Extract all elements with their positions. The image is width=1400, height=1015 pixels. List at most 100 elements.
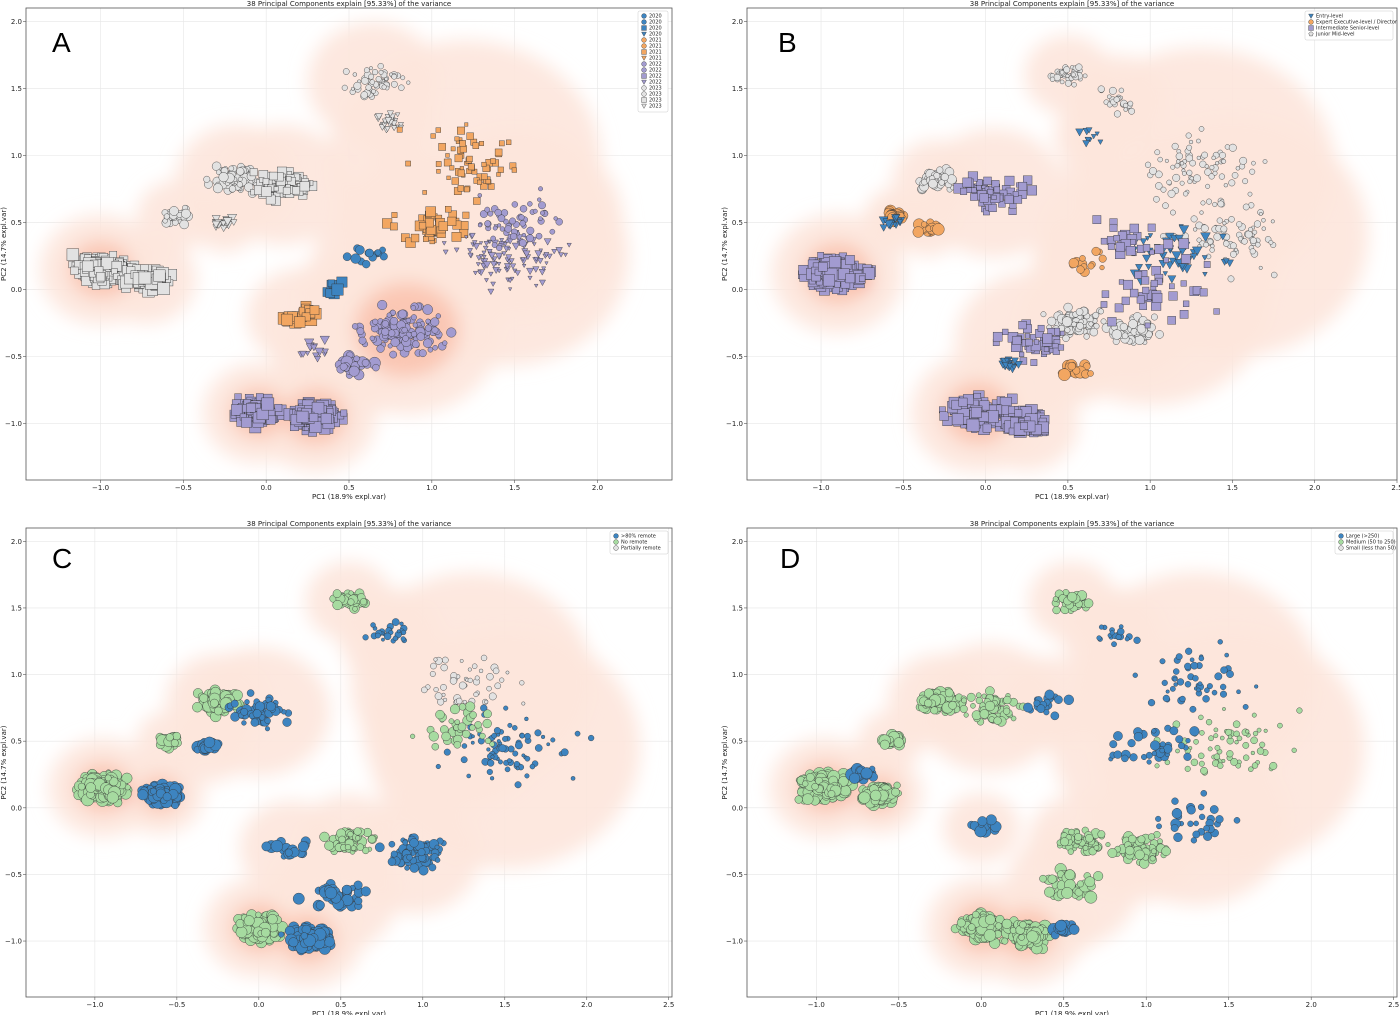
data-point: [327, 279, 335, 287]
y-tick-label: −1.0: [5, 420, 22, 428]
data-point: [1167, 189, 1176, 198]
data-point: [422, 304, 433, 315]
data-point: [1193, 227, 1198, 232]
data-point: [1215, 161, 1220, 166]
data-point: [410, 305, 417, 311]
data-point: [314, 347, 325, 357]
data-point: [524, 773, 530, 779]
data-point: [273, 186, 279, 192]
data-point: [1014, 409, 1023, 417]
data-point: [454, 136, 460, 142]
data-point: [1241, 238, 1248, 245]
data-point: [518, 214, 525, 221]
data-point: [466, 155, 473, 163]
data-point: [412, 322, 418, 328]
data-point: [1252, 229, 1258, 235]
data-point: [405, 160, 411, 167]
data-point: [509, 217, 516, 225]
data-point: [1205, 183, 1211, 189]
data-point: [928, 178, 938, 189]
data-point: [540, 210, 545, 216]
data-point: [1183, 191, 1189, 197]
chart-title: 38 Principal Components explain [95.33%]…: [247, 520, 452, 528]
data-point: [1061, 316, 1073, 327]
data-point: [893, 214, 900, 221]
x-tick-label: 0.5: [335, 1001, 346, 1009]
data-point: [1071, 72, 1076, 77]
data-point: [1003, 695, 1012, 705]
data-point: [834, 281, 841, 288]
data-point: [1203, 241, 1209, 248]
data-point: [1082, 140, 1091, 148]
y-tick-label: 0.0: [732, 286, 743, 294]
data-point: [1059, 79, 1065, 85]
scatter-points: [794, 589, 1303, 955]
data-point: [412, 340, 420, 348]
data-point: [85, 782, 96, 793]
panel-d: 38 Principal Components explain [95.33%]…: [700, 510, 1400, 1015]
data-point: [1139, 302, 1147, 310]
data-point: [1167, 316, 1176, 325]
data-point: [1075, 63, 1083, 71]
data-point: [963, 712, 969, 718]
data-point: [979, 193, 989, 203]
data-point: [991, 180, 1000, 188]
data-point: [467, 248, 473, 254]
data-point: [351, 323, 359, 330]
data-point: [434, 844, 440, 850]
data-point: [261, 186, 272, 197]
data-point: [321, 348, 329, 355]
axes-frame: [746, 7, 1398, 481]
data-point: [264, 717, 271, 724]
data-point: [1170, 164, 1176, 170]
data-point: [1223, 183, 1228, 188]
x-tick-label: 0.0: [261, 484, 272, 492]
data-point: [507, 247, 512, 251]
plot-content: [747, 8, 1397, 480]
data-point: [1199, 288, 1208, 297]
data-point: [365, 248, 374, 258]
data-point: [332, 589, 342, 598]
data-point: [432, 345, 438, 351]
data-point: [506, 139, 512, 145]
data-point: [393, 118, 399, 123]
data-point: [482, 254, 487, 260]
data-point: [319, 831, 330, 842]
data-point: [472, 240, 478, 246]
legend-label: 2023: [649, 92, 662, 98]
data-point: [1113, 96, 1120, 103]
data-point: [519, 220, 526, 227]
data-point: [1213, 308, 1220, 315]
data-point: [1059, 70, 1065, 75]
data-point: [1052, 347, 1060, 355]
data-point: [984, 700, 996, 712]
data-point: [1201, 255, 1208, 261]
data-point: [374, 842, 385, 853]
data-point: [331, 283, 344, 296]
data-point: [454, 154, 463, 163]
data-point: [490, 261, 498, 268]
legend-label: 2020: [649, 26, 662, 32]
data-point: [490, 754, 495, 759]
data-point: [1199, 210, 1204, 215]
data-point: [1186, 144, 1193, 151]
data-point: [352, 72, 358, 77]
data-point: [376, 344, 385, 353]
data-point: [230, 219, 238, 226]
data-point: [823, 274, 835, 287]
data-point: [870, 789, 882, 801]
data-point: [447, 216, 457, 226]
legend-label: 2021: [649, 44, 662, 50]
data-point: [538, 186, 543, 192]
data-point: [457, 722, 467, 732]
legend-marker: [641, 79, 647, 85]
data-point: [1208, 173, 1215, 180]
data-point: [893, 781, 901, 789]
data-point: [294, 316, 306, 328]
data-point: [540, 734, 546, 740]
y-tick-label: 2.0: [11, 18, 22, 26]
data-point: [858, 791, 871, 804]
data-point: [513, 761, 520, 768]
data-point: [353, 355, 360, 362]
data-point: [1142, 254, 1152, 263]
